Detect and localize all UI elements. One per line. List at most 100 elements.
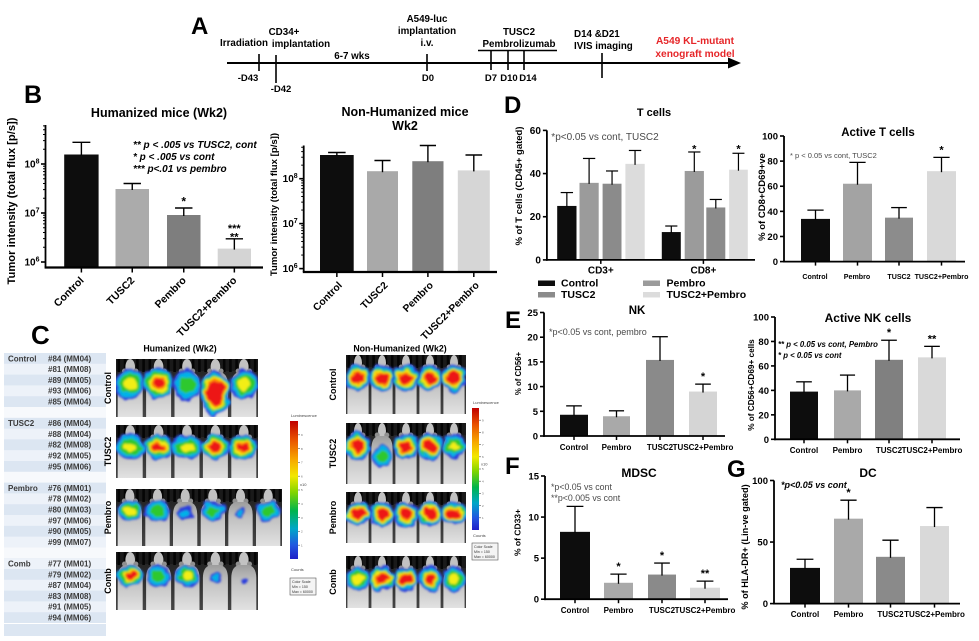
svg-text:% of CD8+CD69+ve: % of CD8+CD69+ve [757, 153, 768, 241]
svg-text:#92 (MM05): #92 (MM05) [48, 452, 91, 461]
svg-text:*: * [660, 550, 665, 562]
svg-text:TUSC2+Pembro: TUSC2+Pembro [673, 443, 734, 452]
svg-text:80: 80 [758, 337, 769, 348]
svg-text:#84 (MM04): #84 (MM04) [48, 354, 91, 363]
svg-text:E: E [505, 307, 521, 334]
svg-text:5: 5 [301, 488, 303, 492]
svg-text:6: 6 [482, 455, 484, 459]
svg-text:Wk2: Wk2 [392, 119, 418, 133]
svg-text:8: 8 [301, 447, 303, 451]
svg-text:10: 10 [528, 513, 539, 524]
svg-text:implantation: implantation [272, 39, 330, 50]
svg-text:% of T cells (CD45+ gated): % of T cells (CD45+ gated) [514, 126, 525, 245]
svg-text:** p < .005 vs TUSC2, cont: ** p < .005 vs TUSC2, cont [133, 140, 257, 151]
svg-text:Humanized (Wk2): Humanized (Wk2) [143, 344, 216, 354]
svg-text:15: 15 [527, 357, 538, 368]
svg-text:D: D [504, 92, 521, 119]
svg-text:Comb: Comb [328, 569, 338, 595]
svg-text:Pembro: Pembro [604, 606, 634, 615]
svg-text:Comb: Comb [103, 568, 113, 594]
svg-text:60: 60 [530, 126, 542, 137]
svg-text:9: 9 [482, 418, 484, 422]
svg-text:3: 3 [482, 492, 484, 496]
svg-text:TUSC2: TUSC2 [328, 439, 338, 469]
svg-text:2: 2 [301, 530, 303, 534]
svg-text:#97 (MM06): #97 (MM06) [48, 516, 91, 525]
svg-text:% of CD56+: % of CD56+ [514, 352, 523, 396]
svg-text:MDSC: MDSC [621, 466, 657, 480]
svg-text:D7: D7 [485, 73, 497, 84]
svg-text:**: ** [928, 333, 937, 345]
svg-text:A549-luc: A549-luc [407, 14, 448, 25]
svg-text:TUSC2: TUSC2 [876, 446, 903, 455]
svg-text:T cells: T cells [637, 107, 671, 119]
svg-text:40: 40 [767, 207, 778, 218]
svg-text:*p<0.05 vs cont, TUSC2: *p<0.05 vs cont, TUSC2 [551, 132, 659, 143]
svg-text:*p<0.05 vs cont: *p<0.05 vs cont [781, 480, 848, 490]
svg-text:Control: Control [791, 610, 819, 619]
svg-text:Pembro: Pembro [8, 484, 38, 493]
svg-text:Pembro: Pembro [602, 443, 632, 452]
svg-text:Comb: Comb [8, 560, 31, 569]
svg-text:5: 5 [534, 554, 540, 565]
svg-text:*: * [887, 327, 892, 339]
svg-text:9: 9 [301, 433, 303, 437]
svg-text:4: 4 [482, 479, 484, 483]
svg-text:3: 3 [301, 516, 303, 520]
svg-text:Pembro: Pembro [834, 610, 864, 619]
svg-text:7: 7 [301, 461, 303, 465]
svg-text:Control: Control [328, 369, 338, 401]
svg-text:#87 (MM04): #87 (MM04) [48, 581, 91, 590]
svg-text:#86 (MM04): #86 (MM04) [48, 419, 91, 428]
svg-text:*: * [692, 144, 697, 156]
svg-text:#82 (MM08): #82 (MM08) [48, 441, 91, 450]
svg-text:*: * [846, 487, 851, 499]
svg-text:Min = 150: Min = 150 [292, 585, 308, 589]
svg-text:0: 0 [535, 255, 541, 266]
svg-text:100: 100 [753, 313, 769, 324]
svg-text:Irradiation: Irradiation [220, 38, 268, 49]
svg-text:100: 100 [752, 476, 768, 487]
svg-text:D10: D10 [500, 73, 517, 84]
svg-text:Tumor intensity (total flux [p: Tumor intensity (total flux [p/s]) [269, 133, 280, 276]
svg-text:40: 40 [530, 169, 542, 180]
svg-text:#79 (MM02): #79 (MM02) [48, 570, 91, 579]
svg-text:1: 1 [301, 543, 303, 547]
svg-text:* p < .005 vs cont: * p < .005 vs cont [133, 152, 215, 163]
svg-text:#99 (MM07): #99 (MM07) [48, 538, 91, 547]
svg-text:TUSC2: TUSC2 [103, 437, 113, 467]
svg-text:5: 5 [533, 407, 539, 418]
svg-text:#95 (MM06): #95 (MM06) [48, 462, 91, 471]
svg-text:*** p<.01 vs pembro: *** p<.01 vs pembro [133, 164, 227, 175]
svg-text:2: 2 [482, 504, 484, 508]
svg-text:*: * [701, 371, 706, 383]
svg-text:% of CD56+CD69+ cells: % of CD56+CD69+ cells [747, 339, 756, 431]
svg-text:D14 &D21: D14 &D21 [574, 29, 620, 40]
svg-text:#77 (MM01): #77 (MM01) [48, 560, 91, 569]
svg-text:TUSC2: TUSC2 [8, 419, 35, 428]
svg-text:#81 (MM08): #81 (MM08) [48, 365, 91, 374]
svg-text:TUSC2: TUSC2 [561, 289, 596, 301]
svg-text:F: F [505, 453, 520, 480]
svg-text:10: 10 [527, 382, 538, 393]
svg-text:Control: Control [802, 273, 827, 281]
svg-text:Pembro: Pembro [103, 500, 113, 534]
svg-text:TUSC2: TUSC2 [647, 443, 674, 452]
svg-text:6: 6 [301, 474, 303, 478]
svg-text:20: 20 [758, 410, 769, 421]
svg-text:#94 (MM06): #94 (MM06) [48, 614, 91, 623]
svg-text:6-7 wks: 6-7 wks [334, 51, 370, 62]
svg-text:4: 4 [301, 502, 303, 506]
svg-text:0: 0 [533, 432, 538, 443]
svg-text:TUSC2+Pembro: TUSC2+Pembro [902, 446, 963, 455]
svg-text:TUSC2: TUSC2 [503, 27, 536, 38]
svg-text:#93 (MM06): #93 (MM06) [48, 387, 91, 396]
svg-text:#88 (MM04): #88 (MM04) [48, 430, 91, 439]
svg-text:***: *** [228, 223, 242, 235]
svg-text:20: 20 [530, 212, 542, 223]
svg-text:xenograft model: xenograft model [655, 49, 734, 60]
svg-text:x10: x10 [481, 461, 488, 466]
svg-text:Active NK cells: Active NK cells [825, 311, 912, 325]
svg-text:#83 (MM08): #83 (MM08) [48, 592, 91, 601]
svg-text:5: 5 [482, 467, 484, 471]
